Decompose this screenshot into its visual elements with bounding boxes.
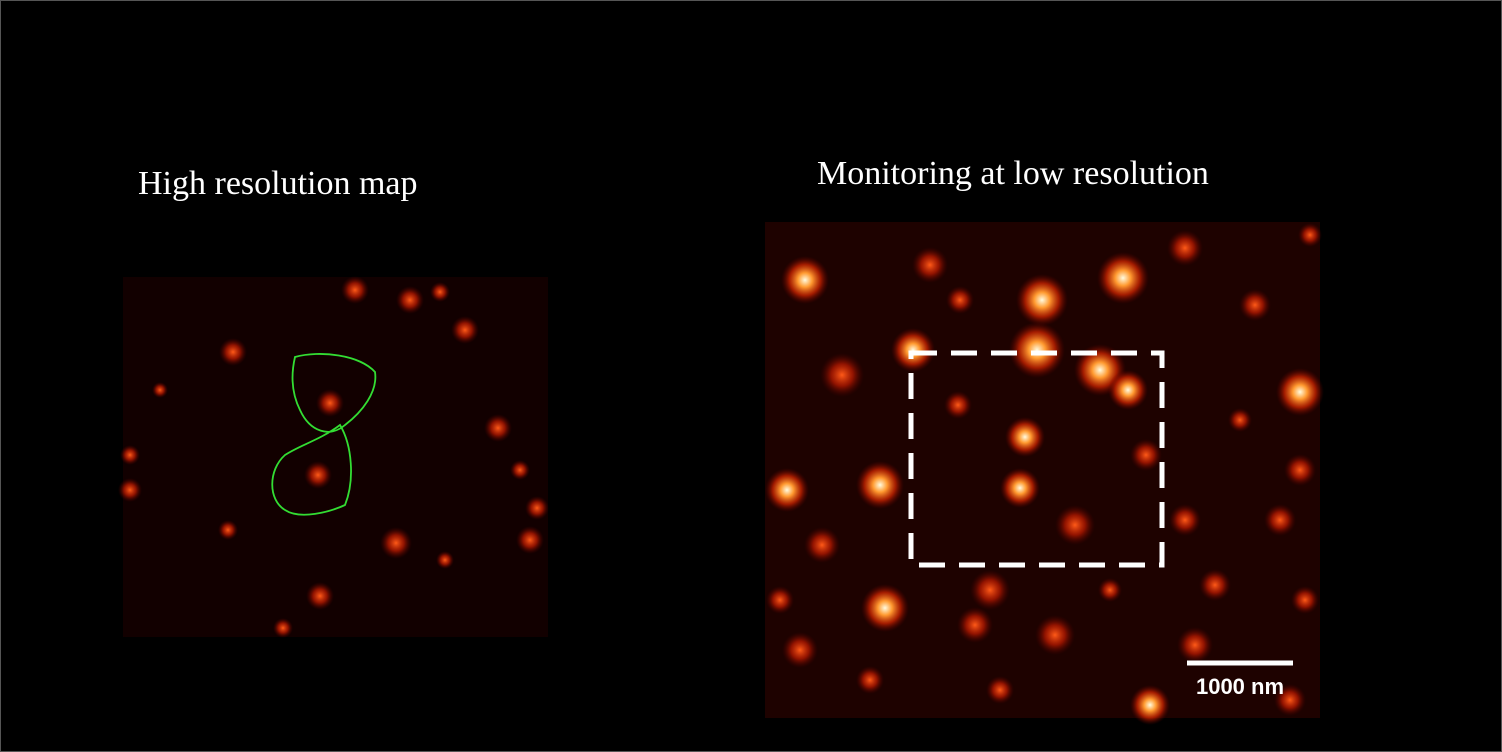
fluorescent-spot [766, 586, 794, 614]
left-title: High resolution map [138, 165, 418, 202]
fluorescent-spot [1055, 505, 1095, 545]
fluorescent-spot [436, 551, 454, 569]
fluorescent-spot [120, 445, 140, 465]
fluorescent-spot [516, 526, 544, 554]
fluorescent-spot [1108, 370, 1148, 410]
fluorescent-spot [856, 666, 884, 694]
fluorescent-spot [1228, 408, 1252, 432]
scale-bar-label: 1000 nm [1196, 674, 1284, 699]
fluorescent-spot [1199, 569, 1231, 601]
fluorescent-spot [944, 391, 972, 419]
fluorescent-spot [804, 527, 840, 563]
fluorescent-spot [970, 570, 1010, 610]
fluorescent-spot [1098, 578, 1122, 602]
fluorescent-spot [1298, 223, 1322, 247]
fluorescent-spot [765, 468, 809, 512]
fluorescent-spot [1000, 468, 1040, 508]
fluorescent-spot [781, 256, 829, 304]
fluorescent-spot [525, 496, 549, 520]
fluorescent-spot [912, 247, 948, 283]
fluorescent-spot [782, 632, 818, 668]
dashed-roi-box [908, 350, 1165, 568]
fluorescent-spot [1130, 685, 1170, 725]
fluorescent-spot [820, 353, 864, 397]
fluorescent-spot [1291, 586, 1319, 614]
image-background [123, 277, 548, 637]
fluorescent-spot [273, 618, 293, 638]
fluorescent-spot [1130, 439, 1162, 471]
low-resolution-image [765, 222, 1324, 725]
fluorescent-spot [430, 282, 450, 302]
fluorescent-spot [1005, 417, 1045, 457]
fluorescent-spot [861, 584, 909, 632]
fluorescent-spot [957, 607, 993, 643]
fluorescent-spot [1016, 274, 1068, 326]
fluorescent-spot [1009, 322, 1065, 378]
fluorescent-spot [986, 676, 1014, 704]
fluorescent-spot [1167, 230, 1203, 266]
fluorescent-spot [856, 461, 904, 509]
fluorescent-spot [1264, 504, 1296, 536]
fluorescent-spot [316, 389, 344, 417]
high-resolution-image [118, 276, 549, 638]
fluorescent-spot [396, 286, 424, 314]
fluorescent-spot [451, 316, 479, 344]
fluorescent-spot [946, 286, 974, 314]
fluorescent-spot [152, 382, 168, 398]
right-title: Monitoring at low resolution [817, 155, 1209, 192]
fluorescent-spot [304, 461, 332, 489]
fluorescent-spot [118, 478, 142, 502]
fluorescent-spot [510, 460, 530, 480]
fluorescent-spot [1276, 368, 1324, 416]
fluorescent-spot [341, 276, 369, 304]
fluorescent-spot [218, 520, 238, 540]
fluorescent-spot [219, 338, 247, 366]
fluorescent-spot [484, 414, 512, 442]
fluorescent-spot [1169, 504, 1201, 536]
fluorescent-spot [1035, 615, 1075, 655]
fluorescent-spot [1177, 627, 1213, 663]
fluorescent-spot [1239, 289, 1271, 321]
fluorescent-spot [1274, 684, 1306, 716]
fluorescent-spot [380, 527, 412, 559]
fluorescent-spot [891, 328, 935, 372]
outline-figure-eight [271, 353, 377, 516]
fluorescent-spot [1097, 252, 1149, 304]
fluorescent-spot [306, 582, 334, 610]
fluorescent-spot [1284, 454, 1316, 486]
